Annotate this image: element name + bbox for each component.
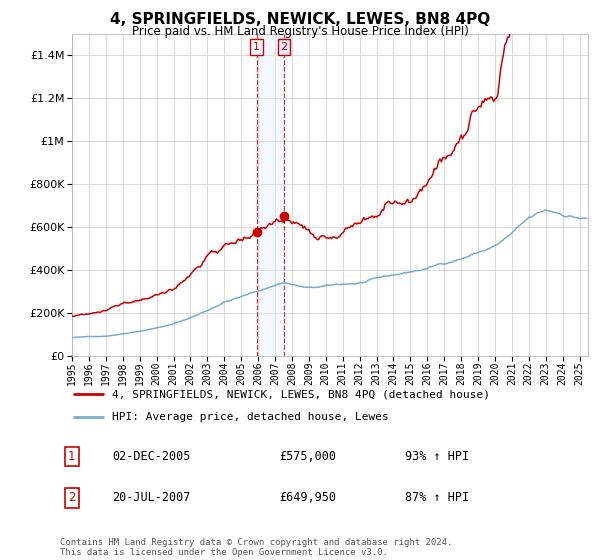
Text: Price paid vs. HM Land Registry's House Price Index (HPI): Price paid vs. HM Land Registry's House … [131,25,469,38]
Text: Contains HM Land Registry data © Crown copyright and database right 2024.
This d: Contains HM Land Registry data © Crown c… [60,538,452,557]
Bar [257,34,284,356]
Text: 2: 2 [281,42,288,52]
Text: 4, SPRINGFIELDS, NEWICK, LEWES, BN8 4PQ (detached house): 4, SPRINGFIELDS, NEWICK, LEWES, BN8 4PQ … [112,389,490,399]
Text: 4, SPRINGFIELDS, NEWICK, LEWES, BN8 4PQ: 4, SPRINGFIELDS, NEWICK, LEWES, BN8 4PQ [110,12,490,27]
Text: £649,950: £649,950 [279,491,336,504]
Text: 2: 2 [68,491,76,504]
Text: 93% ↑ HPI: 93% ↑ HPI [404,450,469,463]
Text: 87% ↑ HPI: 87% ↑ HPI [404,491,469,504]
Text: £575,000: £575,000 [279,450,336,463]
Text: 1: 1 [253,42,260,52]
Text: HPI: Average price, detached house, Lewes: HPI: Average price, detached house, Lewe… [112,412,389,422]
Text: 02-DEC-2005: 02-DEC-2005 [112,450,191,463]
Text: 1: 1 [68,450,76,463]
Text: 20-JUL-2007: 20-JUL-2007 [112,491,191,504]
